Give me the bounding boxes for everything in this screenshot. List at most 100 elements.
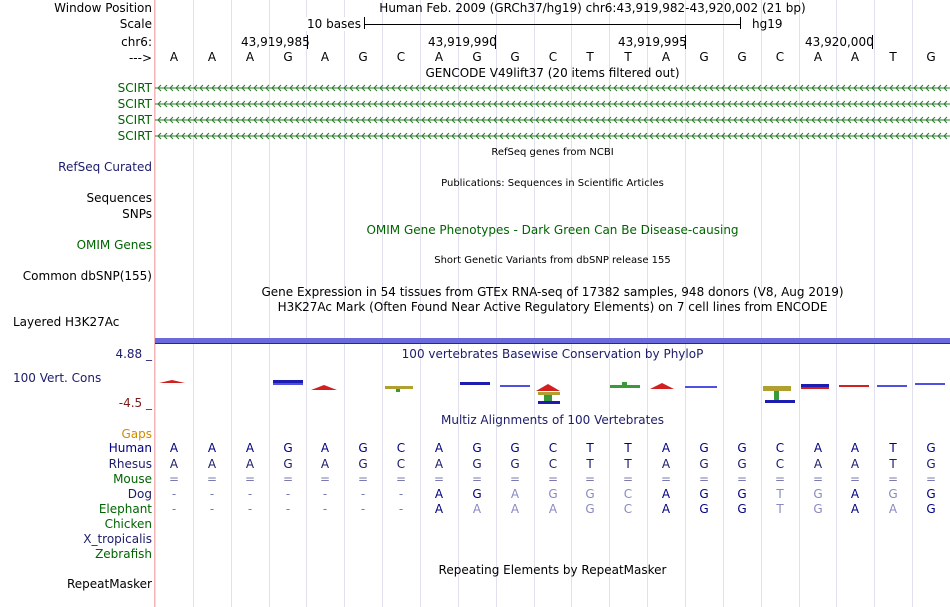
omim-label[interactable]: OMIM Genes (76, 238, 152, 252)
strand-chevron (181, 116, 186, 124)
strand-chevron (463, 100, 468, 108)
strand-chevron (337, 84, 342, 92)
sidebar-divider (154, 0, 155, 607)
publications-track-title[interactable]: Publications: Sequences in Scientific Ar… (441, 178, 664, 189)
browser-track-image[interactable]: Human Feb. 2009 (GRCh37/hg19) chr6:43,91… (155, 0, 950, 607)
strand-chevron (913, 116, 918, 124)
strand-chevron (157, 84, 162, 92)
alignment-base: G (472, 441, 482, 455)
strand-chevron (205, 132, 210, 140)
strand-chevron (793, 84, 798, 92)
species-elephant-label[interactable]: Elephant (98, 502, 152, 516)
gencode-label-3[interactable]: SCIRT (117, 113, 152, 127)
strand-chevron (895, 116, 900, 124)
species-dog-label[interactable]: Dog (127, 487, 152, 501)
strand-chevron (667, 100, 672, 108)
species-rhesus-label[interactable]: Rhesus (108, 457, 152, 471)
strand-chevron (259, 116, 264, 124)
species-mouse-label[interactable]: Mouse (113, 472, 152, 486)
strand-chevron (373, 132, 378, 140)
strand-chevron (883, 132, 888, 140)
strand-chevron (619, 84, 624, 92)
strand-chevron (541, 132, 546, 140)
scale-bar-tick-left (364, 17, 365, 29)
strand-chevron (445, 116, 450, 124)
gencode-gene-row[interactable] (155, 115, 950, 125)
species-zebrafish-label[interactable]: Zebrafish (95, 547, 152, 561)
strand-chevron (679, 84, 684, 92)
strand-chevron (313, 132, 318, 140)
phylop-track-title[interactable]: 100 vertebrates Basewise Conservation by… (401, 347, 704, 361)
strand-chevron (589, 100, 594, 108)
strand-chevron (397, 100, 402, 108)
refseq-track-title[interactable]: RefSeq genes from NCBI (491, 147, 614, 158)
strand-chevron (823, 132, 828, 140)
gencode-label-4[interactable]: SCIRT (117, 129, 152, 143)
gridline (534, 0, 535, 607)
strand-chevron (715, 116, 720, 124)
strand-chevron (757, 132, 762, 140)
strand-chevron (787, 132, 792, 140)
gencode-gene-row[interactable] (155, 83, 950, 93)
strand-chevron (493, 100, 498, 108)
strand-chevron (751, 100, 756, 108)
strand-chevron (733, 84, 738, 92)
alignment-base: - (285, 487, 291, 501)
snps-label[interactable]: SNPs (122, 207, 152, 221)
species-human-label[interactable]: Human (108, 441, 152, 455)
alignment-base: T (776, 487, 784, 501)
dbsnp-track-title[interactable]: Short Genetic Variants from dbSNP releas… (434, 255, 671, 266)
strand-chevron (175, 132, 180, 140)
strand-chevron (295, 84, 300, 92)
h3k27-track-title[interactable]: H3K27Ac Mark (Often Found Near Active Re… (277, 300, 828, 314)
strand-chevron (901, 100, 906, 108)
omim-track-title[interactable]: OMIM Gene Phenotypes - Dark Green Can Be… (366, 223, 739, 237)
strand-chevron (523, 132, 528, 140)
repeatmasker-track-title[interactable]: Repeating Elements by RepeatMasker (438, 563, 667, 577)
strand-chevron (709, 132, 714, 140)
species-xtropicalis-label[interactable]: X_tropicalis (83, 532, 152, 546)
strand-chevron (427, 116, 432, 124)
alignment-base: A (888, 502, 898, 516)
alignment-base: A (434, 487, 444, 501)
strand-chevron (451, 132, 456, 140)
reference-base: G (926, 50, 936, 64)
strand-chevron (895, 132, 900, 140)
gencode-label-1[interactable]: SCIRT (117, 81, 152, 95)
multiz-track-title[interactable]: Multiz Alignments of 100 Vertebrates (440, 413, 665, 427)
gencode-gene-row[interactable] (155, 99, 950, 109)
alignment-base: G (737, 502, 747, 516)
gridline (269, 0, 270, 607)
gtex-track-title[interactable]: Gene Expression in 54 tissues from GTEx … (261, 285, 844, 299)
species-chicken-label[interactable]: Chicken (104, 517, 152, 531)
refseq-label[interactable]: RefSeq Curated (58, 160, 152, 174)
gencode-gene-row[interactable] (155, 131, 950, 141)
strand-chevron (487, 132, 492, 140)
dbsnp-label[interactable]: Common dbSNP(155) (22, 269, 152, 283)
strand-chevron (907, 116, 912, 124)
sequences-label[interactable]: Sequences (86, 191, 152, 205)
strand-chevron (199, 116, 204, 124)
gencode-track-title[interactable]: GENCODE V49lift37 (20 items filtered out… (425, 66, 680, 80)
repeatmasker-label[interactable]: RepeatMasker (66, 577, 152, 591)
alignment-base: = (547, 472, 559, 486)
strand-chevron (673, 116, 678, 124)
phylop-label[interactable]: 100 Vert. Cons (13, 371, 102, 385)
alignment-base: = (736, 472, 748, 486)
strand-chevron (349, 116, 354, 124)
strand-chevron (733, 100, 738, 108)
strand-chevron (709, 116, 714, 124)
ruler-tick-1 (307, 35, 308, 49)
h3k27-label[interactable]: Layered H3K27Ac (13, 315, 120, 329)
strand-chevron (583, 132, 588, 140)
strand-chevron (799, 116, 804, 124)
strand-chevron (205, 100, 210, 108)
strand-chevron (415, 132, 420, 140)
gaps-label[interactable]: Gaps (121, 427, 152, 441)
alignment-base: T (889, 441, 897, 455)
strand-chevron (283, 84, 288, 92)
gencode-label-2[interactable]: SCIRT (117, 97, 152, 111)
strand-chevron (691, 116, 696, 124)
strand-chevron (823, 100, 828, 108)
strand-chevron (649, 84, 654, 92)
